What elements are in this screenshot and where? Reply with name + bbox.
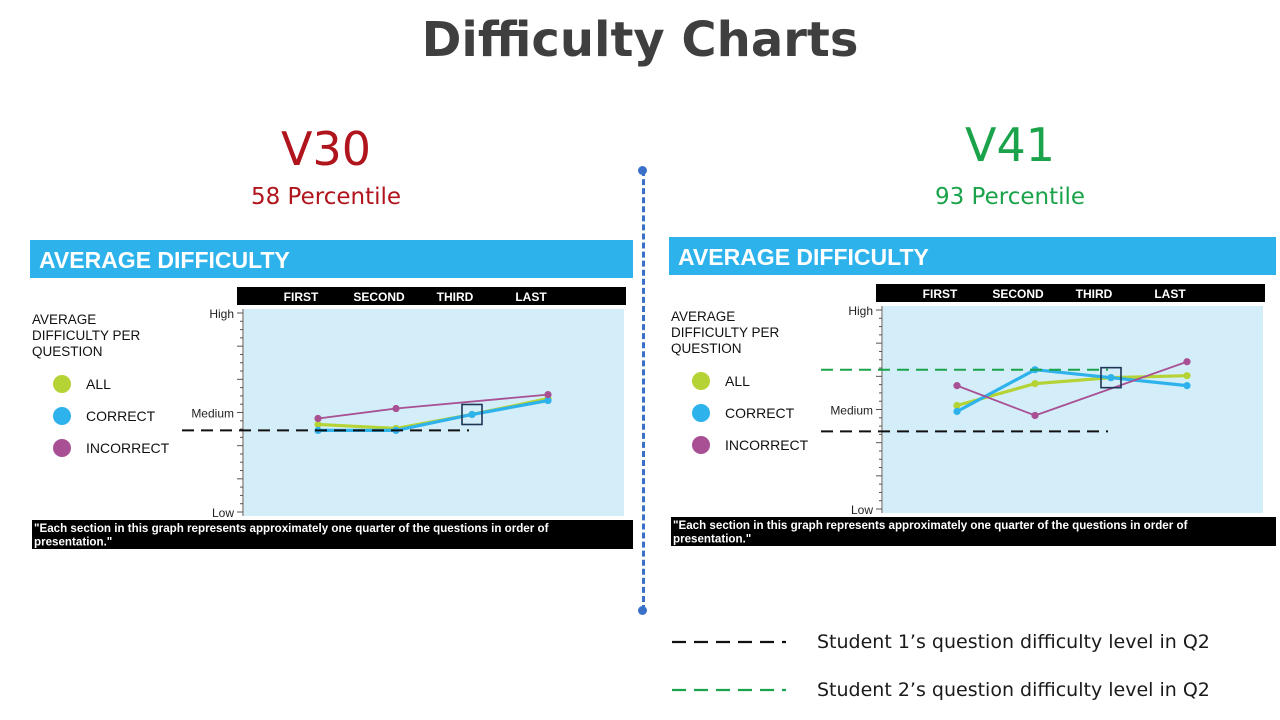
side-label-line: QUESTION [32,344,103,359]
category-label: THIRD [1076,287,1113,301]
y-tick-label: High [848,304,873,318]
series-incorrect-point [392,404,400,413]
side-label-line: QUESTION [671,341,742,356]
y-tick-label: Low [212,506,234,520]
series-all-point [1183,372,1191,380]
series-incorrect-point [953,382,961,390]
series-correct-point [544,396,552,405]
y-tick-label: Medium [830,404,873,418]
y-tick-label: High [209,307,234,321]
legend-student-2: Student 2’s question difficulty level in… [670,677,1270,707]
series-all-line [956,374,1188,408]
version-label-right: V41 [964,118,1055,172]
category-label: FIRST [923,287,958,301]
category-label: LAST [1154,287,1186,301]
divider-bottom-dot [638,606,647,615]
series-correct-point [1107,374,1115,382]
percentile-label-left: 58 Percentile [250,184,402,210]
chart-banner-title: AVERAGE DIFFICULTY [678,244,929,270]
plot-area [244,309,624,516]
side-label-line: AVERAGE [671,309,735,324]
y-tick-label: Low [851,503,873,517]
legend-incorrect-label: INCORRECT [86,440,170,456]
category-header-bar [876,284,1265,302]
highlight-box [1100,366,1122,389]
side-label-line: AVERAGE [32,312,96,327]
series-incorrect-point [1031,411,1039,420]
category-label: LAST [515,290,547,304]
y-tick-label: Medium [191,407,234,421]
series-correct-point [468,410,476,419]
category-label: SECOND [353,290,405,304]
legend-incorrect-label: INCORRECT [725,437,809,453]
legend-correct-label: CORRECT [86,408,156,424]
legend-incorrect-dot [692,436,710,454]
percentile-label-right: 93 Percentile [934,184,1086,210]
series-all-point [953,401,961,410]
legend-all-dot [53,375,71,393]
legend-student-1: Student 1’s question difficulty level in… [670,629,1270,659]
chart-banner [30,240,633,278]
footnote-line: "Each section in this graph represents a… [34,522,549,535]
series-all-point [1031,380,1039,388]
series-incorrect-point [314,414,322,423]
chart-banner-title: AVERAGE DIFFICULTY [39,247,290,273]
series-correct-point [1183,382,1191,390]
legend-correct-label: CORRECT [725,405,795,421]
panel-divider [642,170,645,611]
footnote-line: "Each section in this graph represents a… [673,519,1188,532]
legend-student-1-line [672,640,786,644]
plot-area [883,306,1263,513]
footnote-line: presentation." [34,536,112,549]
category-label: SECOND [992,287,1044,301]
legend-all-label: ALL [725,373,750,389]
series-incorrect-point [544,390,552,399]
page-title: Difficulty Charts [421,12,859,68]
version-label-left: V30 [280,122,371,176]
category-header-bar [237,287,626,305]
series-incorrect-point [1183,358,1191,366]
series-correct-line [956,368,1188,413]
legend-all-label: ALL [86,376,111,392]
divider-top-dot [638,166,647,175]
category-label: FIRST [284,290,319,304]
category-label: THIRD [437,290,474,304]
legend-correct-dot [692,404,710,422]
legend-student-2-line [672,688,786,692]
footnote-bar [671,517,1276,546]
footnote-line: presentation." [673,533,751,546]
legend-all-dot [692,372,710,390]
series-all-point [314,420,322,429]
legend-student-2-label: Student 2’s question difficulty level in… [817,679,1210,701]
highlight-box [461,403,483,426]
legend-incorrect-dot [53,439,71,457]
footnote-bar [32,520,633,549]
side-label-line: DIFFICULTY PER [32,328,141,343]
legend-student-1-label: Student 1’s question difficulty level in… [817,631,1210,653]
series-correct-point [953,407,961,416]
chart-banner [669,237,1276,275]
legend-correct-dot [53,407,71,425]
side-label-line: DIFFICULTY PER [671,325,780,340]
